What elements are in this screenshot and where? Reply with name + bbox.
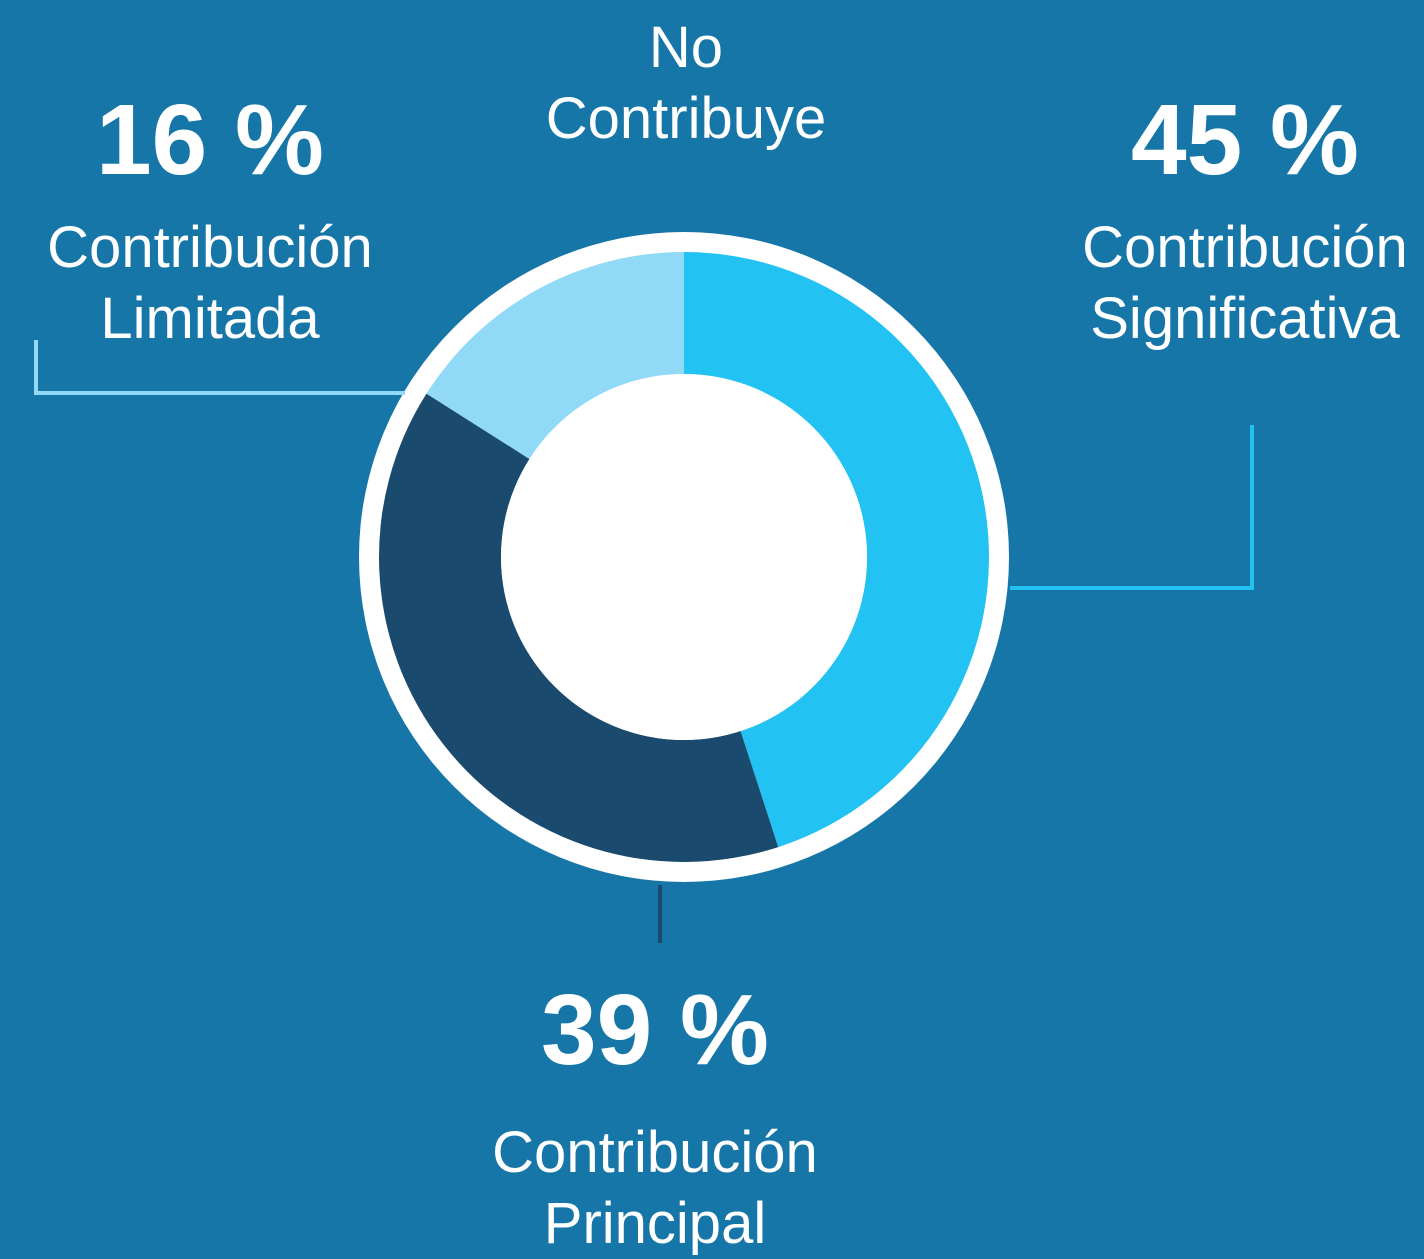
category-label: Contribución Limitada <box>47 215 373 351</box>
slice <box>378 393 779 863</box>
value-label: 45 % <box>1131 84 1359 196</box>
leader-line <box>34 340 405 395</box>
category-label: Contribución Principal <box>492 1120 818 1256</box>
leader-line <box>1010 425 1254 590</box>
slice <box>426 252 684 459</box>
value-label: 16 % <box>96 84 324 196</box>
category-label: No Contribuye <box>545 15 827 151</box>
slice <box>684 252 989 848</box>
category-label: Contribución Significativa <box>1082 215 1408 351</box>
donut-hole <box>501 374 867 740</box>
value-label: 39 % <box>541 974 769 1086</box>
